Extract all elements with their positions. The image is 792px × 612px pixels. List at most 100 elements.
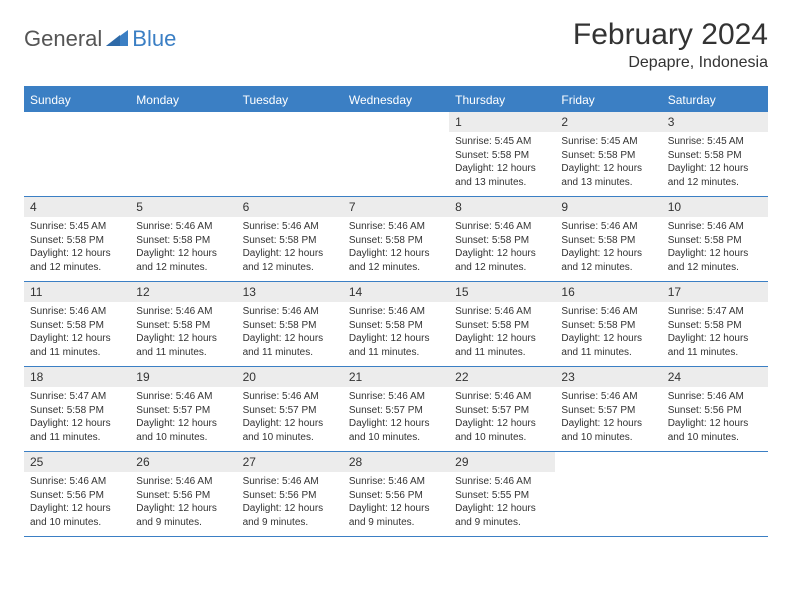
day-number: [237, 112, 343, 132]
sunrise-text: Sunrise: 5:45 AM: [30, 220, 124, 234]
day-info: Sunrise: 5:46 AMSunset: 5:58 PMDaylight:…: [449, 217, 555, 278]
day-cell: [555, 452, 661, 536]
day-cell: 3Sunrise: 5:45 AMSunset: 5:58 PMDaylight…: [662, 112, 768, 196]
day-info: Sunrise: 5:46 AMSunset: 5:58 PMDaylight:…: [343, 217, 449, 278]
day-info: Sunrise: 5:46 AMSunset: 5:55 PMDaylight:…: [449, 472, 555, 533]
day-cell: 5Sunrise: 5:46 AMSunset: 5:58 PMDaylight…: [130, 197, 236, 281]
day-info: Sunrise: 5:45 AMSunset: 5:58 PMDaylight:…: [555, 132, 661, 193]
daylight-text: Daylight: 12 hours and 10 minutes.: [30, 502, 124, 529]
sunrise-text: Sunrise: 5:46 AM: [668, 220, 762, 234]
daylight-text: Daylight: 12 hours and 9 minutes.: [349, 502, 443, 529]
daylight-text: Daylight: 12 hours and 10 minutes.: [349, 417, 443, 444]
logo-text-general: General: [24, 26, 102, 52]
weekday-header: Wednesday: [343, 88, 449, 112]
sunset-text: Sunset: 5:58 PM: [668, 234, 762, 248]
day-info: Sunrise: 5:46 AMSunset: 5:56 PMDaylight:…: [130, 472, 236, 533]
day-info: Sunrise: 5:46 AMSunset: 5:56 PMDaylight:…: [24, 472, 130, 533]
day-cell: 4Sunrise: 5:45 AMSunset: 5:58 PMDaylight…: [24, 197, 130, 281]
day-number: 7: [343, 197, 449, 217]
sunset-text: Sunset: 5:57 PM: [349, 404, 443, 418]
calendar: SundayMondayTuesdayWednesdayThursdayFrid…: [24, 86, 768, 537]
day-info: Sunrise: 5:46 AMSunset: 5:58 PMDaylight:…: [130, 302, 236, 363]
week-row: 11Sunrise: 5:46 AMSunset: 5:58 PMDayligh…: [24, 282, 768, 367]
day-number: [24, 112, 130, 132]
sunset-text: Sunset: 5:57 PM: [136, 404, 230, 418]
day-info: Sunrise: 5:46 AMSunset: 5:57 PMDaylight:…: [130, 387, 236, 448]
sunrise-text: Sunrise: 5:45 AM: [668, 135, 762, 149]
sunset-text: Sunset: 5:56 PM: [243, 489, 337, 503]
daylight-text: Daylight: 12 hours and 11 minutes.: [349, 332, 443, 359]
day-number: 26: [130, 452, 236, 472]
day-info: Sunrise: 5:45 AMSunset: 5:58 PMDaylight:…: [449, 132, 555, 193]
weekday-header: Sunday: [24, 88, 130, 112]
sunrise-text: Sunrise: 5:46 AM: [136, 220, 230, 234]
day-cell: [662, 452, 768, 536]
day-cell: 22Sunrise: 5:46 AMSunset: 5:57 PMDayligh…: [449, 367, 555, 451]
logo-text-blue: Blue: [132, 26, 176, 52]
daylight-text: Daylight: 12 hours and 12 minutes.: [243, 247, 337, 274]
daylight-text: Daylight: 12 hours and 13 minutes.: [455, 162, 549, 189]
daylight-text: Daylight: 12 hours and 12 minutes.: [30, 247, 124, 274]
daylight-text: Daylight: 12 hours and 12 minutes.: [668, 247, 762, 274]
sunrise-text: Sunrise: 5:46 AM: [561, 305, 655, 319]
day-cell: [130, 112, 236, 196]
sunset-text: Sunset: 5:58 PM: [30, 404, 124, 418]
daylight-text: Daylight: 12 hours and 11 minutes.: [136, 332, 230, 359]
sunset-text: Sunset: 5:56 PM: [136, 489, 230, 503]
daylight-text: Daylight: 12 hours and 11 minutes.: [30, 417, 124, 444]
day-cell: 15Sunrise: 5:46 AMSunset: 5:58 PMDayligh…: [449, 282, 555, 366]
day-info: Sunrise: 5:47 AMSunset: 5:58 PMDaylight:…: [24, 387, 130, 448]
day-info: Sunrise: 5:46 AMSunset: 5:58 PMDaylight:…: [237, 217, 343, 278]
daylight-text: Daylight: 12 hours and 11 minutes.: [243, 332, 337, 359]
logo-triangle-icon: [106, 28, 128, 51]
day-number: 29: [449, 452, 555, 472]
week-row: 18Sunrise: 5:47 AMSunset: 5:58 PMDayligh…: [24, 367, 768, 452]
sunrise-text: Sunrise: 5:45 AM: [455, 135, 549, 149]
daylight-text: Daylight: 12 hours and 11 minutes.: [455, 332, 549, 359]
sunset-text: Sunset: 5:58 PM: [455, 319, 549, 333]
day-cell: 14Sunrise: 5:46 AMSunset: 5:58 PMDayligh…: [343, 282, 449, 366]
week-row: 4Sunrise: 5:45 AMSunset: 5:58 PMDaylight…: [24, 197, 768, 282]
day-number: 18: [24, 367, 130, 387]
day-number: 6: [237, 197, 343, 217]
day-cell: 6Sunrise: 5:46 AMSunset: 5:58 PMDaylight…: [237, 197, 343, 281]
daylight-text: Daylight: 12 hours and 10 minutes.: [561, 417, 655, 444]
day-number: 5: [130, 197, 236, 217]
day-cell: 19Sunrise: 5:46 AMSunset: 5:57 PMDayligh…: [130, 367, 236, 451]
sunrise-text: Sunrise: 5:46 AM: [243, 475, 337, 489]
day-number: 2: [555, 112, 661, 132]
sunset-text: Sunset: 5:58 PM: [349, 234, 443, 248]
day-cell: 20Sunrise: 5:46 AMSunset: 5:57 PMDayligh…: [237, 367, 343, 451]
sunset-text: Sunset: 5:58 PM: [243, 319, 337, 333]
sunset-text: Sunset: 5:56 PM: [349, 489, 443, 503]
day-number: 4: [24, 197, 130, 217]
sunset-text: Sunset: 5:57 PM: [243, 404, 337, 418]
daylight-text: Daylight: 12 hours and 9 minutes.: [136, 502, 230, 529]
sunrise-text: Sunrise: 5:46 AM: [561, 220, 655, 234]
day-info: Sunrise: 5:46 AMSunset: 5:58 PMDaylight:…: [449, 302, 555, 363]
day-info: Sunrise: 5:46 AMSunset: 5:58 PMDaylight:…: [662, 217, 768, 278]
weekday-header: Tuesday: [237, 88, 343, 112]
day-info: Sunrise: 5:46 AMSunset: 5:58 PMDaylight:…: [555, 302, 661, 363]
day-cell: 2Sunrise: 5:45 AMSunset: 5:58 PMDaylight…: [555, 112, 661, 196]
day-cell: [237, 112, 343, 196]
day-info: Sunrise: 5:45 AMSunset: 5:58 PMDaylight:…: [662, 132, 768, 193]
day-info: Sunrise: 5:46 AMSunset: 5:57 PMDaylight:…: [237, 387, 343, 448]
day-number: [555, 452, 661, 472]
day-cell: 1Sunrise: 5:45 AMSunset: 5:58 PMDaylight…: [449, 112, 555, 196]
day-info: Sunrise: 5:46 AMSunset: 5:58 PMDaylight:…: [343, 302, 449, 363]
day-cell: 21Sunrise: 5:46 AMSunset: 5:57 PMDayligh…: [343, 367, 449, 451]
sunrise-text: Sunrise: 5:46 AM: [349, 475, 443, 489]
daylight-text: Daylight: 12 hours and 10 minutes.: [136, 417, 230, 444]
day-number: 14: [343, 282, 449, 302]
day-cell: 7Sunrise: 5:46 AMSunset: 5:58 PMDaylight…: [343, 197, 449, 281]
header: General Blue February 2024 Depapre, Indo…: [24, 18, 768, 72]
day-number: 27: [237, 452, 343, 472]
day-cell: 10Sunrise: 5:46 AMSunset: 5:58 PMDayligh…: [662, 197, 768, 281]
day-info: Sunrise: 5:46 AMSunset: 5:56 PMDaylight:…: [237, 472, 343, 533]
day-info: Sunrise: 5:46 AMSunset: 5:58 PMDaylight:…: [24, 302, 130, 363]
daylight-text: Daylight: 12 hours and 10 minutes.: [243, 417, 337, 444]
day-number: 12: [130, 282, 236, 302]
day-number: 24: [662, 367, 768, 387]
day-number: 3: [662, 112, 768, 132]
